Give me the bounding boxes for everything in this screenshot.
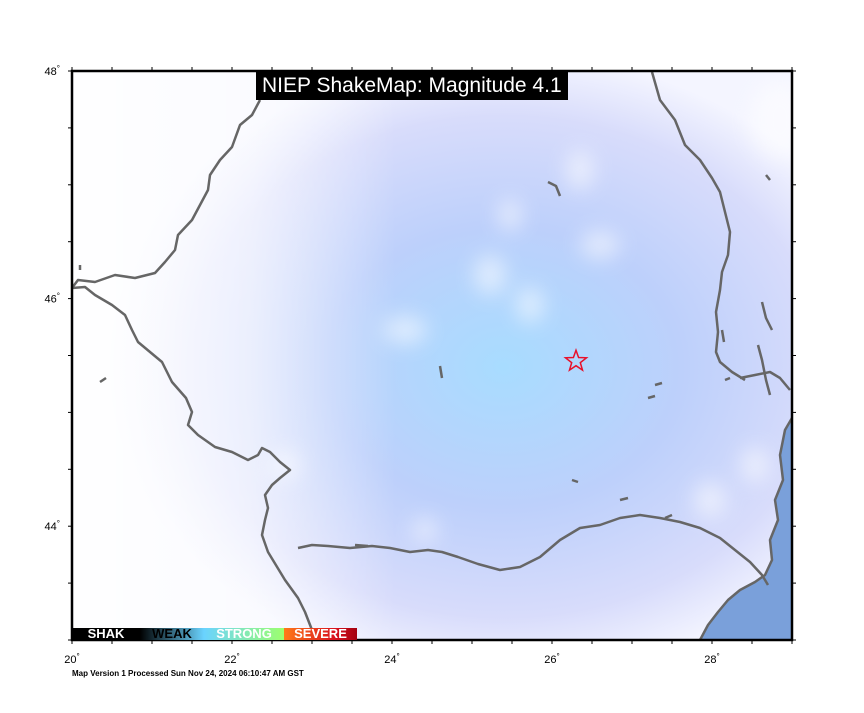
lat-tick-label: 44° [45, 519, 60, 533]
black-sea [700, 418, 792, 640]
intensity-patches [269, 80, 792, 542]
lon-tick-label: 20° [64, 652, 79, 666]
intensity-fade [72, 71, 792, 640]
legend-severe: SEVERE [284, 628, 357, 640]
legend-strong: STRONG [204, 628, 284, 640]
lon-tick-label: 28° [704, 652, 719, 666]
lat-tick-label: 46° [45, 292, 60, 306]
lon-tick-label: 22° [224, 652, 239, 666]
map-ticks [68, 67, 796, 644]
lat-tick-label: 48° [45, 64, 60, 78]
map-title: NIEP ShakeMap: Magnitude 4.1 [256, 72, 568, 100]
tick-labels: 20° 22° 24° 26° 28° 48° 46° 44° [45, 64, 720, 666]
intensity-legend: SHAK WEAK STRONG SEVERE [72, 628, 357, 640]
map-footer: Map Version 1 Processed Sun Nov 24, 2024… [72, 669, 304, 678]
country-borders [71, 71, 794, 641]
epicenter-star-icon [563, 347, 589, 372]
lon-tick-label: 24° [384, 652, 399, 666]
epicenter-layer [563, 347, 589, 372]
legend-shaking: SHAK [72, 628, 140, 640]
lon-tick-label: 26° [544, 652, 559, 666]
legend-weak: WEAK [140, 628, 204, 640]
